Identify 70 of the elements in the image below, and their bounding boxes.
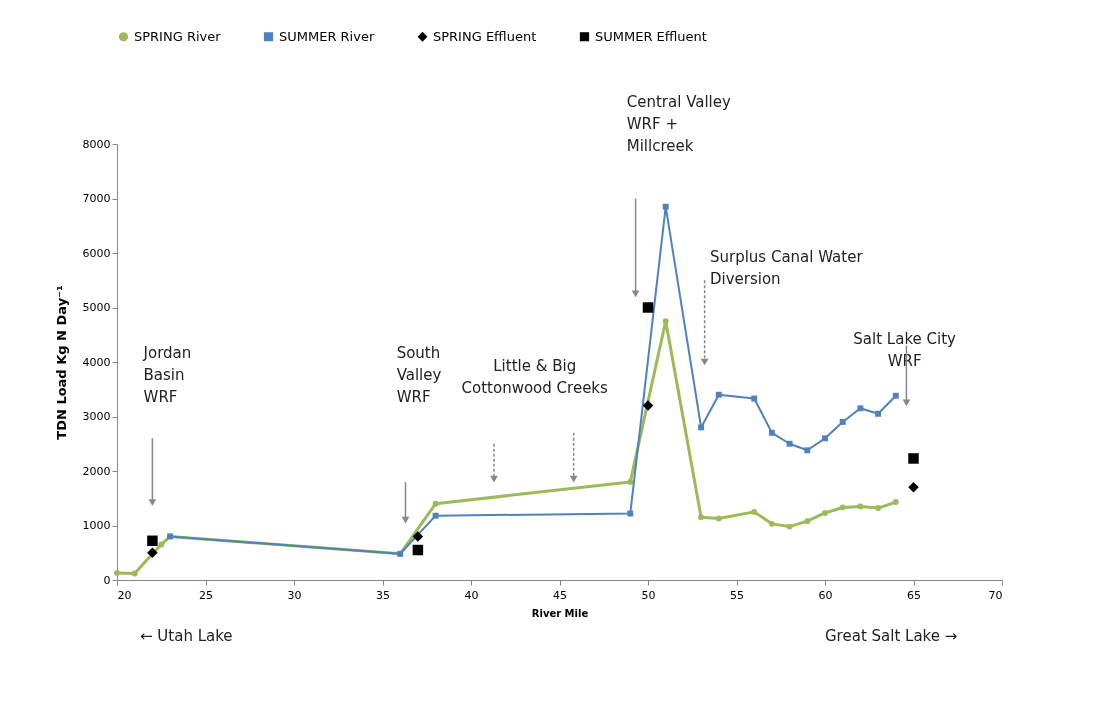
- point: [804, 518, 811, 525]
- point: [715, 515, 722, 522]
- point: [804, 447, 811, 454]
- point: [698, 514, 705, 521]
- annotation: Jordan Basin WRF: [142, 343, 192, 406]
- x-tick-label: 60: [818, 588, 833, 602]
- annotation: Central Valley WRF + Millcreek: [626, 92, 731, 155]
- point: [147, 535, 158, 546]
- y-tick-label: 4000: [82, 355, 111, 369]
- point: [839, 504, 846, 511]
- x-tick-label: 40: [464, 588, 479, 602]
- point: [412, 531, 424, 542]
- point: [131, 570, 138, 577]
- point: [908, 482, 919, 493]
- point: [642, 302, 654, 313]
- legend-label: SUMMER River: [279, 28, 375, 44]
- point: [627, 478, 634, 485]
- point: [857, 503, 864, 510]
- x-tick-label: 20: [117, 588, 132, 602]
- x-axis-title: River Mile: [531, 607, 589, 619]
- x-tick-label: 65: [907, 588, 921, 602]
- annotation: Little & Big Cottonwood Creeks: [461, 357, 609, 398]
- point: [715, 391, 722, 398]
- point: [839, 418, 846, 425]
- point: [822, 435, 828, 442]
- y-tick-label: 1000: [82, 519, 111, 532]
- annotation: Surplus Canal Water Diversion: [709, 248, 864, 289]
- y-tick-label: 5000: [82, 301, 111, 314]
- point: [642, 400, 654, 411]
- text: ← Utah Lake: [140, 627, 233, 646]
- point: [875, 410, 882, 417]
- y-tick-label: 0: [103, 573, 111, 587]
- x-tick-label: 55: [730, 588, 744, 602]
- point: [114, 569, 120, 576]
- text: Great Salt Lake →: [825, 627, 958, 646]
- y-tick-label: 6000: [82, 246, 111, 260]
- x-tick-label: 30: [287, 588, 302, 602]
- point: [892, 499, 899, 506]
- point: [786, 523, 793, 530]
- point: [857, 405, 864, 412]
- annotation: Salt Lake City WRF: [853, 330, 957, 371]
- point: [158, 541, 165, 548]
- point: [751, 508, 758, 515]
- y-tick-label: 3000: [82, 410, 111, 423]
- point: [822, 510, 828, 516]
- point: [662, 203, 669, 210]
- x-tick-label: 45: [553, 588, 567, 602]
- point: [892, 392, 899, 399]
- point: [908, 453, 919, 464]
- legend-label: SPRING River: [134, 28, 222, 44]
- y-tick-label: 7000: [82, 192, 111, 205]
- y-tick-label: 2000: [82, 464, 111, 478]
- x-tick-label: 35: [376, 588, 390, 602]
- point: [432, 512, 439, 519]
- y-tick-label: 8000: [82, 137, 111, 151]
- point: [768, 429, 775, 436]
- x-tick-label: 70: [988, 588, 1003, 602]
- point: [698, 424, 705, 431]
- point: [768, 520, 775, 527]
- point: [875, 505, 882, 512]
- annotation: South Valley WRF: [396, 343, 442, 406]
- legend-label: SUMMER Effluent: [595, 28, 707, 44]
- point: [786, 440, 793, 447]
- legend-label: SPRING Effluent: [433, 28, 537, 44]
- x-tick-label: 25: [199, 588, 213, 602]
- point: [662, 318, 669, 325]
- point: [432, 500, 439, 507]
- x-tick-label: 50: [641, 588, 656, 602]
- point: [412, 544, 424, 556]
- y-axis-title: TDN Load Kg N Day⁻¹: [53, 285, 69, 440]
